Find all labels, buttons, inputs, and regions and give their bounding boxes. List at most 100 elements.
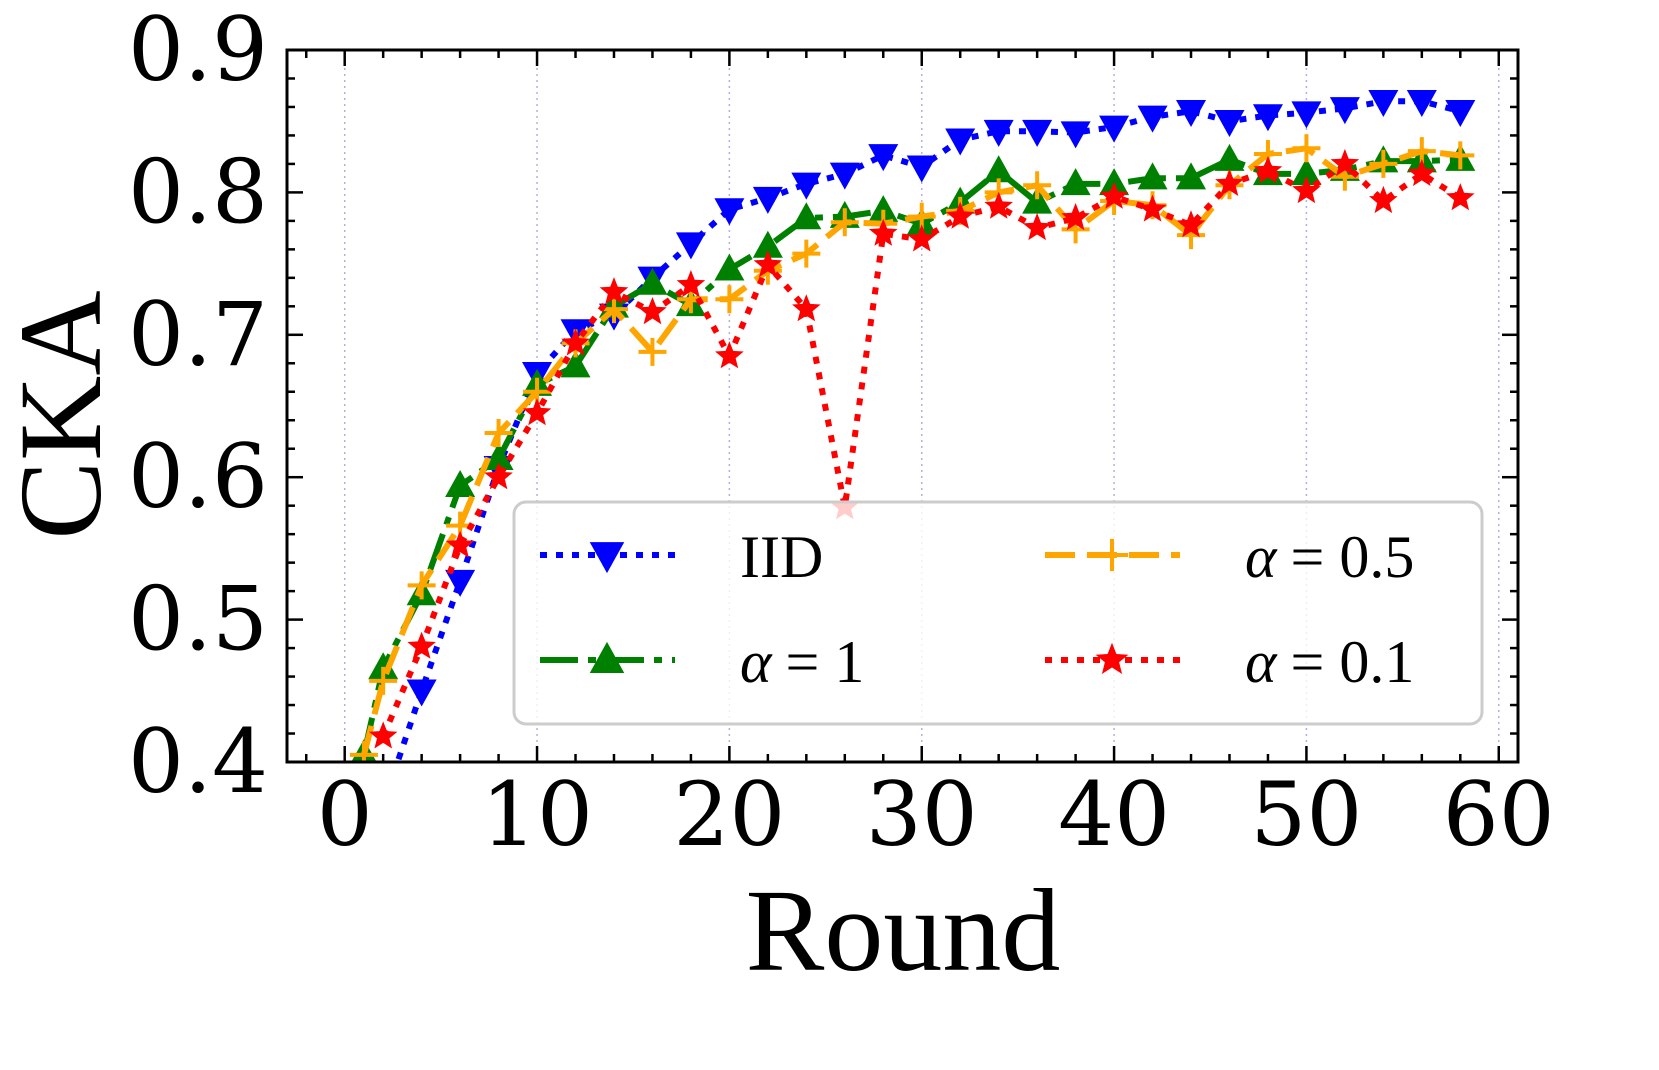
data-point <box>1099 115 1130 143</box>
legend-label-1: α = 1 <box>740 629 864 695</box>
legend-label-0: IID <box>740 524 823 590</box>
plot-frame <box>285 48 1520 764</box>
data-point <box>792 239 821 268</box>
data-point <box>676 270 706 298</box>
data-point <box>484 462 513 490</box>
legend-marker <box>589 641 625 673</box>
data-point <box>830 208 859 237</box>
data-point <box>445 569 476 597</box>
data-point <box>1445 99 1476 127</box>
data-point <box>407 571 436 600</box>
data-point <box>1253 156 1283 184</box>
x-tick-label-0: 0 <box>317 763 373 866</box>
data-point <box>638 337 667 366</box>
x-tick-label-50: 50 <box>1250 763 1362 866</box>
data-point <box>792 294 821 322</box>
data-point <box>483 442 514 470</box>
data-point <box>983 119 1014 147</box>
series-layer <box>349 90 1476 762</box>
legend-entry-1: α = 1 <box>540 629 864 695</box>
data-point <box>791 172 822 200</box>
data-point <box>1369 185 1398 214</box>
data-point <box>1214 143 1245 171</box>
data-point <box>1292 134 1321 163</box>
y-tick-labels: 0.4 0.5 0.6 0.7 0.8 0.9 <box>128 0 268 813</box>
x-tick-label-10: 10 <box>481 763 593 866</box>
data-point <box>1214 109 1245 137</box>
data-point <box>984 191 1013 219</box>
legend-marker <box>1095 538 1129 572</box>
legend-label-2: α = 0.5 <box>1245 524 1414 590</box>
data-point <box>1291 158 1322 186</box>
data-point <box>675 232 706 260</box>
legend-label-value: = 1 <box>786 629 865 695</box>
data-point <box>445 469 476 497</box>
data-point <box>1138 194 1167 222</box>
data-point <box>1446 183 1475 211</box>
legend-entry-2: α = 0.5 <box>1045 524 1414 590</box>
data-point <box>1023 171 1052 200</box>
data-point <box>752 230 783 258</box>
data-point <box>715 341 744 369</box>
data-point <box>945 201 975 229</box>
data-point <box>349 740 378 762</box>
x-tick-label-30: 30 <box>866 763 978 866</box>
data-point <box>906 155 937 183</box>
data-point <box>1292 176 1321 204</box>
data-point <box>752 186 783 214</box>
data-point <box>1330 148 1360 177</box>
y-tick-label-0.4: 0.4 <box>128 710 268 813</box>
data-point <box>1446 141 1475 170</box>
data-point <box>522 398 552 426</box>
data-point <box>406 679 437 707</box>
legend-label-value: = 0.5 <box>1291 524 1415 590</box>
data-point <box>407 631 436 659</box>
data-point <box>868 144 899 172</box>
legend-label-main: α <box>740 629 773 695</box>
legend-marker <box>1095 642 1129 674</box>
data-point <box>445 530 475 558</box>
data-point <box>368 652 399 680</box>
data-point <box>368 721 398 749</box>
legend-label-main: IID <box>740 524 823 590</box>
legend-label-main: α <box>1245 629 1278 695</box>
data-point <box>753 250 783 278</box>
axis-ticks <box>287 48 1518 764</box>
data-point <box>1060 121 1091 149</box>
legend-label-value: = 0.1 <box>1291 629 1415 695</box>
data-point <box>1406 90 1437 118</box>
data-point <box>599 277 629 305</box>
data-point <box>1215 168 1244 196</box>
data-point <box>1022 119 1053 147</box>
data-point <box>1060 168 1091 196</box>
data-point <box>1099 168 1130 196</box>
data-point <box>1407 158 1437 186</box>
x-tick-label-20: 20 <box>673 763 785 866</box>
data-point <box>1137 105 1168 133</box>
data-point <box>1176 210 1206 238</box>
x-axis-title: Round <box>746 865 1061 996</box>
data-point <box>369 666 398 695</box>
x-tick-label-60: 60 <box>1443 763 1555 866</box>
data-point <box>1368 90 1399 118</box>
y-tick-label-0.9: 0.9 <box>128 0 268 101</box>
data-point <box>869 218 898 246</box>
data-point <box>1176 162 1207 190</box>
data-point <box>1252 104 1283 132</box>
data-point <box>1176 99 1207 127</box>
x-tick-label-40: 40 <box>1058 763 1170 866</box>
y-axis-title: CKA <box>0 290 126 539</box>
data-point <box>638 297 667 325</box>
series-line-2 <box>360 145 1461 756</box>
legend-label-3: α = 0.1 <box>1245 629 1414 695</box>
y-tick-label-0.7: 0.7 <box>128 283 268 386</box>
data-point <box>1022 213 1052 241</box>
data-point <box>983 155 1014 183</box>
data-point <box>945 128 976 156</box>
data-point <box>714 253 745 281</box>
data-point <box>1099 181 1129 209</box>
data-point <box>715 285 744 314</box>
data-point <box>907 224 936 252</box>
data-point <box>829 162 860 190</box>
